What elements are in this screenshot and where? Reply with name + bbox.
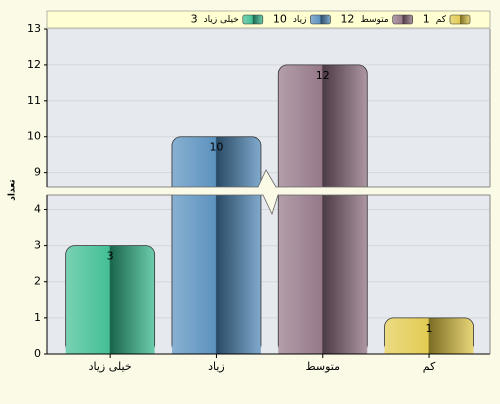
bar-foot (384, 346, 474, 354)
axis-break (39, 170, 492, 214)
y-tick-label: 12 (27, 58, 41, 71)
legend-swatch (310, 14, 331, 25)
x-tick-label: خیلی زیاد (89, 360, 132, 373)
y-tick-label: 1 (34, 311, 41, 324)
y-tick-label: 0 (34, 347, 41, 360)
legend-value: 1 (423, 13, 430, 26)
data-label: 1 (426, 322, 433, 335)
legend-value: 3 (191, 13, 198, 26)
legend-swatch (449, 14, 471, 25)
legend-value: 12 (340, 13, 354, 26)
bar-foot (65, 346, 155, 354)
bar-foot (171, 346, 261, 354)
y-tick-label: 4 (34, 202, 41, 215)
y-tick-label: 11 (27, 94, 41, 107)
x-tick-label: زیاد (208, 360, 225, 373)
data-label: 10 (209, 141, 223, 154)
legend-swatch (392, 14, 414, 25)
bar-foot (278, 346, 368, 354)
y-tick-label: 10 (27, 130, 41, 143)
data-label: 12 (316, 69, 330, 82)
y-tick-label: 13 (27, 22, 41, 35)
y-axis-title: تعداد (8, 179, 18, 200)
legend-label: خیلی زیاد (204, 15, 239, 25)
bar (171, 136, 262, 355)
y-tick-label: 9 (34, 166, 41, 179)
x-tick-label: متوسط (305, 360, 340, 373)
bar (277, 64, 368, 355)
legend-box (46, 10, 491, 29)
y-tick-label: 2 (34, 275, 41, 288)
legend-value: 10 (273, 13, 287, 26)
legend-label: زیاد (293, 15, 307, 25)
legend-label: کم (436, 15, 447, 25)
data-label: 3 (107, 250, 114, 263)
upper-panel (47, 29, 490, 187)
x-tick-label: کم (423, 360, 436, 373)
y-tick-label: 3 (34, 239, 41, 252)
break-edge (47, 169, 490, 188)
legend-label: متوسط (360, 15, 388, 25)
legend-swatch (242, 14, 264, 25)
break-edge (47, 194, 490, 216)
